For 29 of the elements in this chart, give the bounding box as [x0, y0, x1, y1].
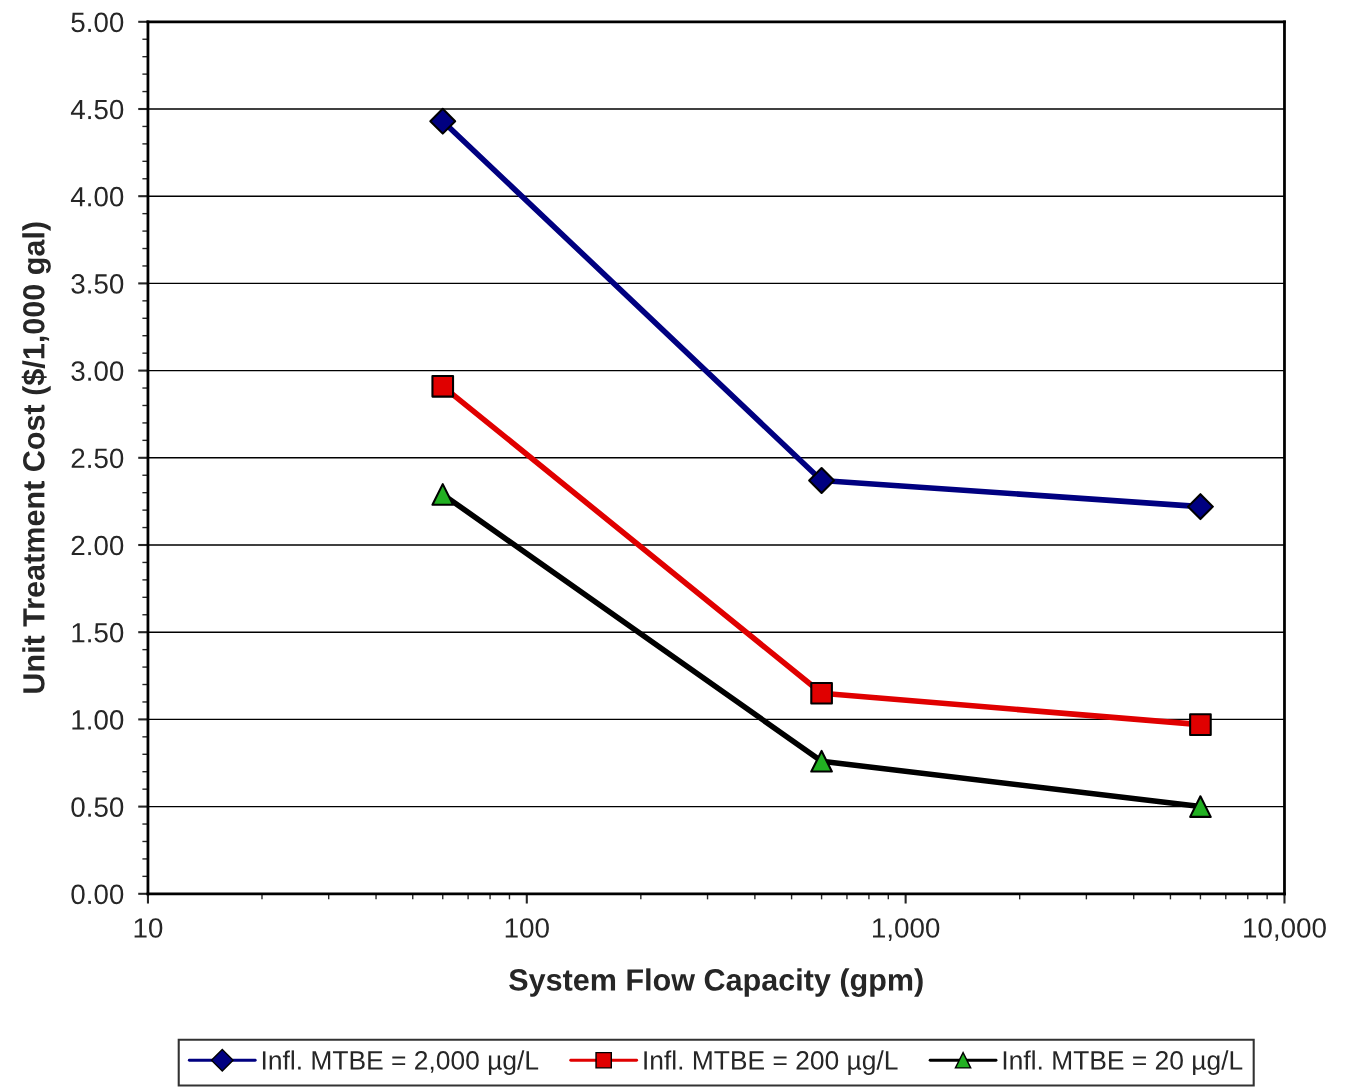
y-tick-label: 5.00: [71, 12, 124, 33]
y-tick-label: 2.00: [71, 535, 124, 556]
x-tick-label: 1,000: [873, 918, 940, 942]
y-tick-label: 3.00: [71, 361, 124, 381]
point: [431, 374, 455, 398]
y-tick-label: 3.50: [71, 274, 124, 294]
x-tick-label: 10: [134, 918, 163, 938]
x-tick-label: 10,000: [1244, 918, 1326, 942]
point: [810, 681, 833, 705]
y-tick-label: 0.00: [71, 884, 124, 905]
y-tick-label: 4.00: [70, 186, 124, 207]
legend-label: Infl. MTBE = 20 µg/L: [1003, 1050, 1243, 1075]
point: [1189, 795, 1212, 818]
point: [429, 107, 457, 135]
x-tick-label: 100: [505, 918, 549, 938]
point: [810, 749, 833, 773]
legend-label: Infl. MTBE = 2,000 µg/L: [262, 1050, 539, 1075]
legend-label: Infl. MTBE = 200 µg/L: [644, 1050, 898, 1075]
point: [1189, 713, 1212, 736]
point: [808, 467, 836, 494]
y-tick-label: 1.50: [72, 622, 124, 643]
y-tick-label: 2.50: [71, 448, 124, 469]
point: [1186, 493, 1214, 521]
y-tick-label: 0.50: [71, 797, 124, 817]
point: [431, 483, 455, 506]
y-tick-label: 4.50: [70, 99, 124, 120]
y-tick-label: 1.00: [72, 710, 124, 730]
x-axis-title: System Flow Capacity (gpm): [509, 968, 923, 997]
y-axis-title: Unit Treatment Cost ($/1,000 gal): [21, 222, 51, 693]
